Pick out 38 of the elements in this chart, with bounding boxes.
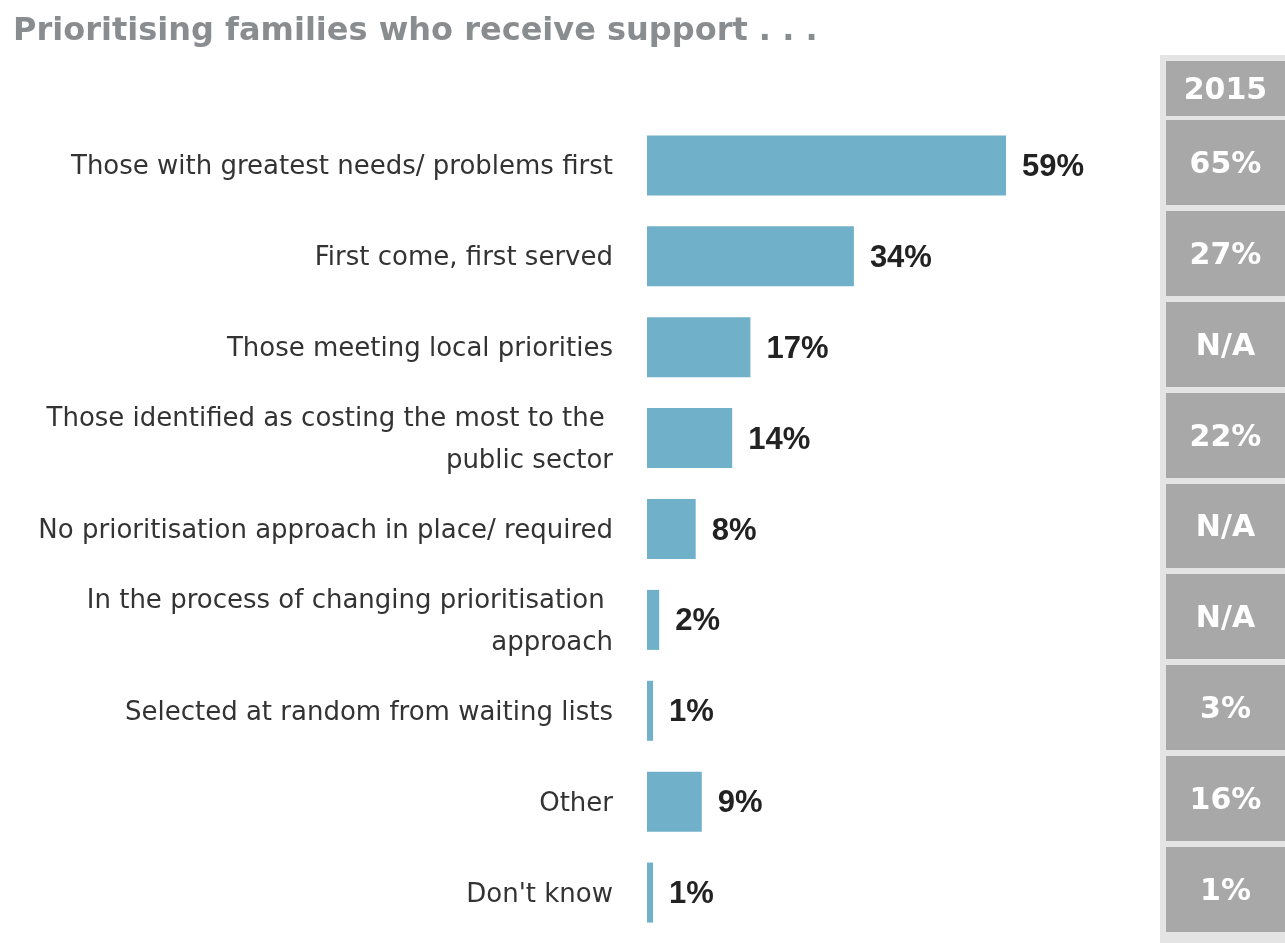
chart-title: Prioritising families who receive support . . .	[13, 10, 818, 48]
y-tick-label: Selected at random from waiting lists	[124, 695, 613, 726]
y-tick-label: Those with greatest needs/ problems first	[70, 150, 613, 181]
text: N/A	[1166, 301, 1285, 387]
y-tick-label: Those identified as costing the most to the public sector	[45, 402, 614, 475]
bar	[647, 862, 654, 923]
bar	[647, 135, 1006, 196]
y-tick-label: No prioritisation approach in place/ required	[38, 514, 613, 544]
data-label: 34%	[869, 238, 932, 274]
bar	[647, 499, 696, 559]
y-tick-label: In the process of changing prioritisation approach	[86, 583, 613, 656]
bar	[647, 680, 654, 741]
y-tick-label: Other	[539, 786, 614, 817]
text: N/A	[1166, 483, 1285, 569]
text: N/A	[1166, 574, 1285, 660]
text: 2015	[1166, 61, 1285, 116]
bar	[647, 317, 751, 378]
data-label: 8%	[711, 511, 757, 547]
text: 22%	[1166, 392, 1285, 478]
text: 65%	[1166, 120, 1285, 205]
y-tick-label: Don't know	[466, 877, 613, 908]
data-label: 14%	[748, 420, 811, 456]
data-label: 1%	[669, 875, 714, 911]
text: 3%	[1166, 665, 1285, 751]
bar	[647, 771, 702, 832]
data-label: 1%	[669, 693, 714, 729]
y-tick-label: First come, first served	[314, 241, 613, 272]
bar	[647, 226, 854, 287]
data-label: 2%	[675, 602, 720, 638]
data-label: 17%	[766, 329, 829, 365]
text: 16%	[1166, 756, 1285, 842]
data-label: 59%	[1022, 147, 1085, 183]
text: 27%	[1166, 210, 1285, 296]
y-tick-label: Those meeting local priorities	[225, 332, 613, 363]
data-label: 9%	[717, 784, 763, 820]
bar	[647, 408, 733, 469]
text: 1%	[1166, 847, 1285, 932]
bar	[647, 589, 660, 650]
